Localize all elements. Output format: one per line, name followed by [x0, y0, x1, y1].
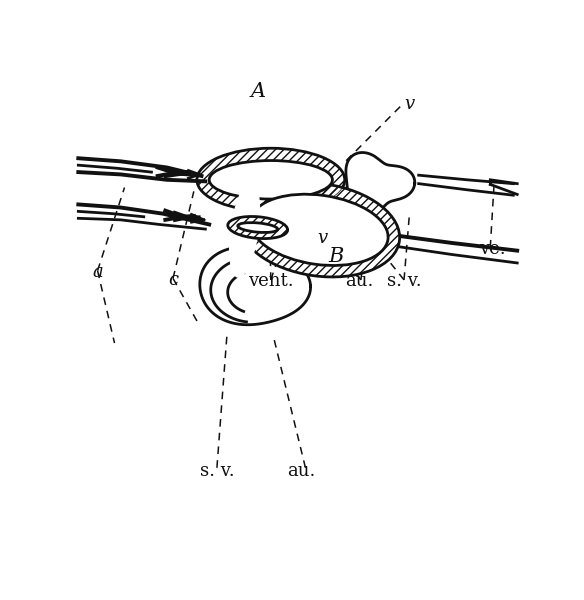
Text: ve.: ve.	[479, 240, 506, 258]
Ellipse shape	[209, 161, 332, 199]
Ellipse shape	[197, 148, 345, 211]
Ellipse shape	[238, 223, 277, 232]
Text: s. v.: s. v.	[200, 462, 234, 480]
Ellipse shape	[230, 182, 259, 277]
Text: au.: au.	[345, 272, 374, 290]
Text: A: A	[250, 82, 265, 101]
Text: v: v	[317, 229, 328, 247]
Text: v: v	[404, 95, 415, 113]
Text: B: B	[329, 247, 344, 266]
Text: au.: au.	[287, 462, 316, 480]
Text: vent.: vent.	[248, 272, 294, 290]
Ellipse shape	[251, 194, 388, 265]
Text: a: a	[92, 263, 103, 281]
Ellipse shape	[239, 183, 399, 277]
Text: s. v.: s. v.	[387, 272, 421, 290]
Ellipse shape	[228, 217, 288, 239]
Text: c: c	[168, 271, 178, 289]
